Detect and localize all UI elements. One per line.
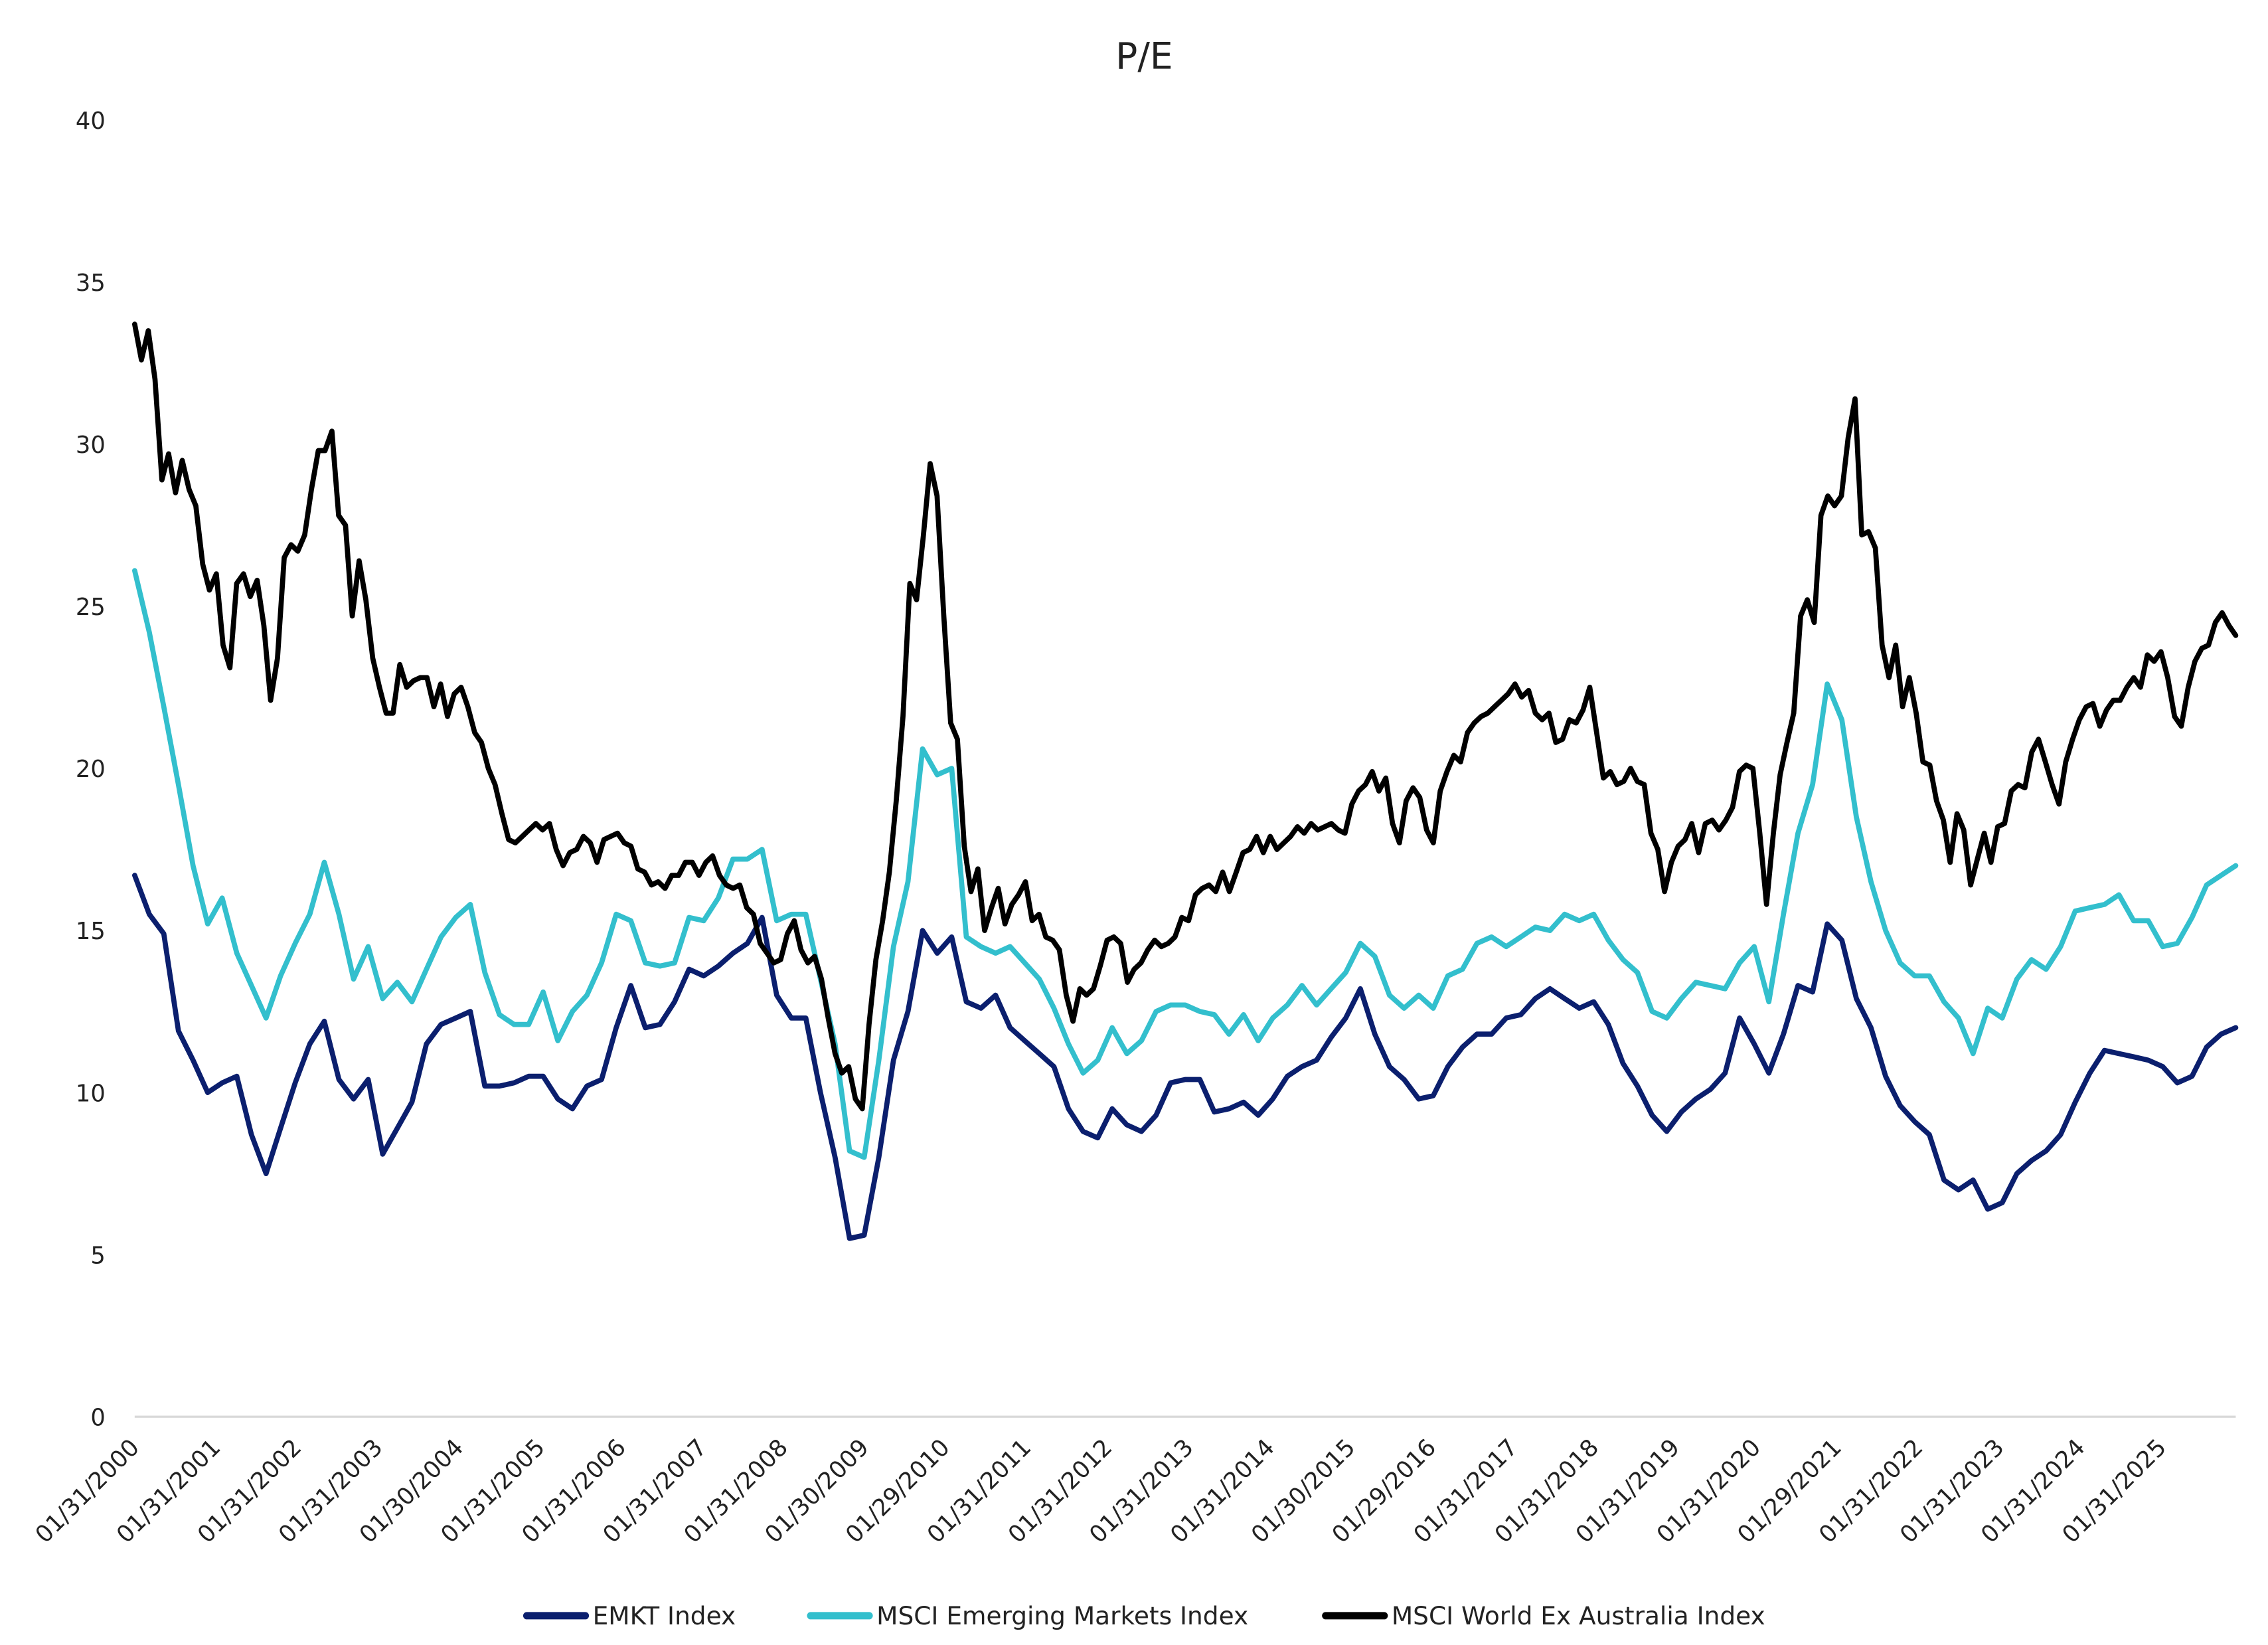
series-line-1 [131,568,2239,1160]
y-tick-label: 25 [76,594,106,621]
y-tick-label: 30 [76,432,106,459]
plot-area [131,321,2239,1241]
y-tick-label: 0 [90,1404,105,1431]
legend: EMKT Index MSCI Emerging Markets Index M… [523,1601,1765,1630]
legend-label: MSCI World Ex Australia Index [1392,1601,1765,1630]
legend-item-msci-em: MSCI Emerging Markets Index [807,1601,1248,1630]
legend-label: MSCI Emerging Markets Index [876,1601,1248,1630]
y-axis: 0 5 10 15 20 25 30 35 40 [76,108,106,1432]
y-tick-label: 40 [76,108,106,135]
legend-item-emkt: EMKT Index [523,1601,736,1630]
y-tick-label: 15 [76,918,106,945]
series-line-2 [131,321,2239,1112]
legend-item-msci-world: MSCI World Ex Australia Index [1322,1601,1765,1630]
y-tick-label: 35 [76,270,106,297]
series-line-0 [131,873,2239,1241]
y-tick-label: 10 [76,1080,106,1107]
y-tick-label: 20 [76,756,106,783]
chart-title: P/E [1115,35,1173,78]
y-tick-label: 5 [90,1242,105,1269]
legend-label: EMKT Index [593,1601,736,1630]
x-axis: 01/31/200001/31/200101/31/200201/31/2003… [30,1434,2172,1549]
